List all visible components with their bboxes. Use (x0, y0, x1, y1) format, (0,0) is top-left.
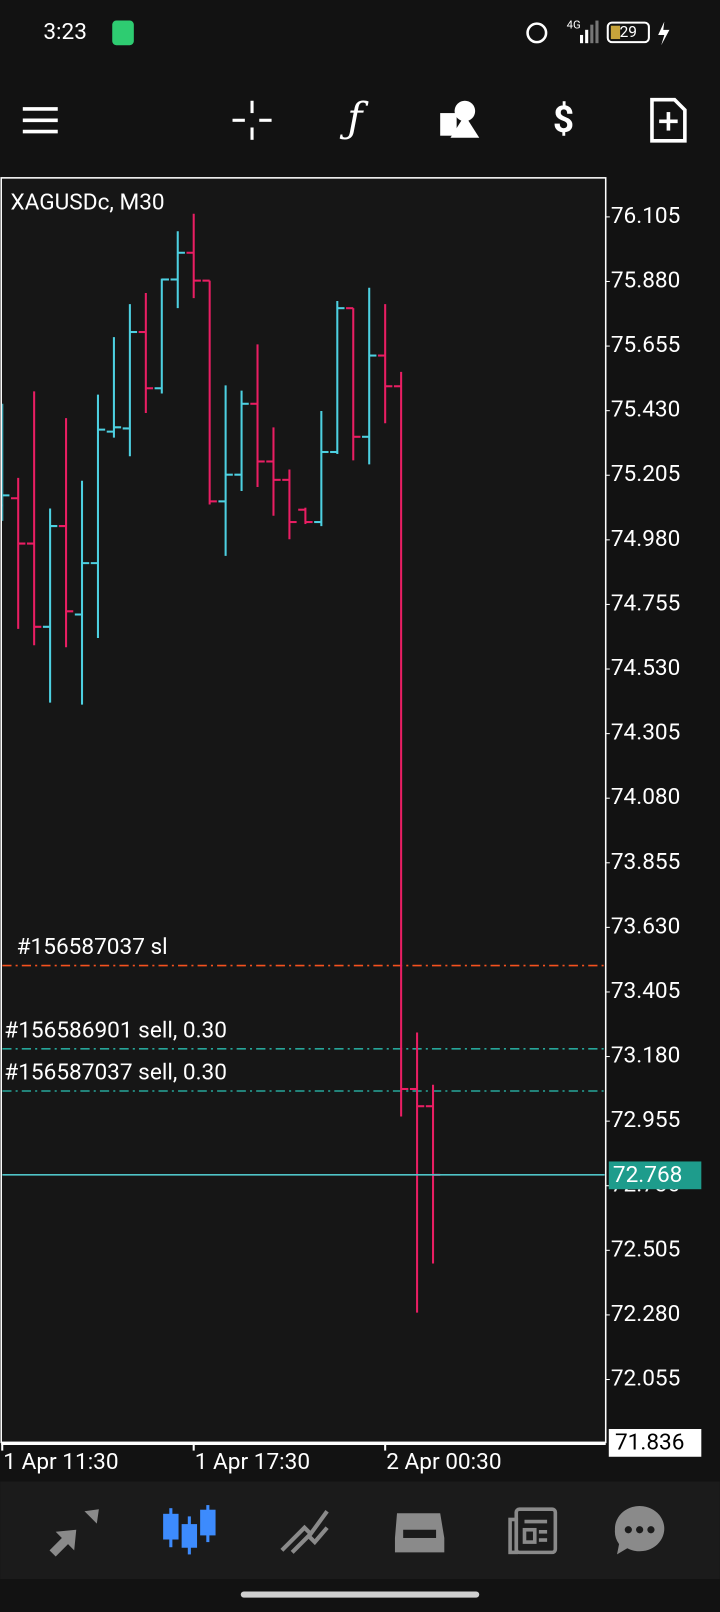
y-tick-label: 73.405 (611, 977, 681, 1004)
bottom-nav (0, 1481, 720, 1580)
chart-title: XAGUSDc, M30 (10, 189, 164, 216)
order-level-label: #156586901 sell, 0.30 (4, 1016, 227, 1043)
y-tick-label: 75.205 (611, 460, 681, 487)
y-tick-label: 74.305 (611, 719, 681, 746)
y-tick-label: 74.530 (611, 654, 681, 681)
current-price-box (608, 1161, 702, 1190)
y-tick-label: 73.855 (611, 848, 681, 875)
quotes-tab[interactable] (49, 1509, 99, 1557)
current-price-label: 72.768 (613, 1161, 683, 1188)
battery-percent: 29 (620, 23, 637, 41)
y-tick-label: 75.880 (611, 266, 681, 293)
plot-area (0, 177, 607, 1444)
trade-tab[interactable] (280, 1510, 329, 1554)
y-tick-label: 74.980 (611, 525, 681, 552)
order-level-label: #156587037 sell, 0.30 (4, 1058, 227, 1085)
y-tick-label: 75.430 (611, 396, 681, 423)
chart-tab[interactable] (163, 1505, 216, 1555)
y-tick-label: 73.180 (611, 1042, 681, 1069)
gesture-bar (240, 1591, 480, 1598)
y-tick-label: 72.055 (611, 1364, 681, 1391)
alarm-icon (526, 22, 548, 44)
bottom-price-label: 71.836 (615, 1428, 685, 1455)
network-type: 4G (567, 19, 581, 32)
axis-layer: 76.105 75.880 75.655 75.430 75.205 74.980 74.7… (1, 202, 702, 1475)
y-tick-label: 74.755 (611, 589, 681, 616)
order-level-label: #156587037 sl (17, 933, 168, 960)
x-tick-label: 1 Apr 17:30 (195, 1448, 310, 1475)
history-tab[interactable] (394, 1513, 445, 1553)
bottom-price-box (608, 1429, 702, 1457)
battery-level (610, 25, 621, 40)
crosshair-button[interactable] (232, 100, 272, 140)
plot-layer (2, 213, 605, 1313)
battery-saver-icon (112, 20, 134, 46)
menu-button[interactable] (22, 107, 58, 134)
y-tick-label: 72.505 (611, 1235, 681, 1262)
charging-icon (658, 21, 670, 46)
y-tick-label: 73.630 (611, 912, 681, 939)
signal-icon (580, 20, 599, 44)
x-tick-label: 1 Apr 11:30 (3, 1448, 118, 1475)
y-tick-label: 76.105 (611, 202, 681, 229)
status-time: 3:23 (43, 18, 87, 45)
battery-icon (606, 21, 650, 44)
y-tick-label: 74.080 (611, 783, 681, 810)
y-tick-label: 75.655 (611, 331, 681, 358)
news-tab[interactable] (508, 1507, 558, 1555)
y-tick-label: 72.280 (611, 1300, 681, 1327)
x-tick-label: 2 Apr 00:30 (386, 1448, 501, 1475)
y-tick-label: 72.955 (611, 1106, 681, 1133)
trade-button[interactable]: $ (553, 99, 574, 142)
chat-tab[interactable] (614, 1506, 665, 1555)
objects-button[interactable] (440, 100, 480, 138)
new-order-button[interactable] (650, 97, 687, 143)
